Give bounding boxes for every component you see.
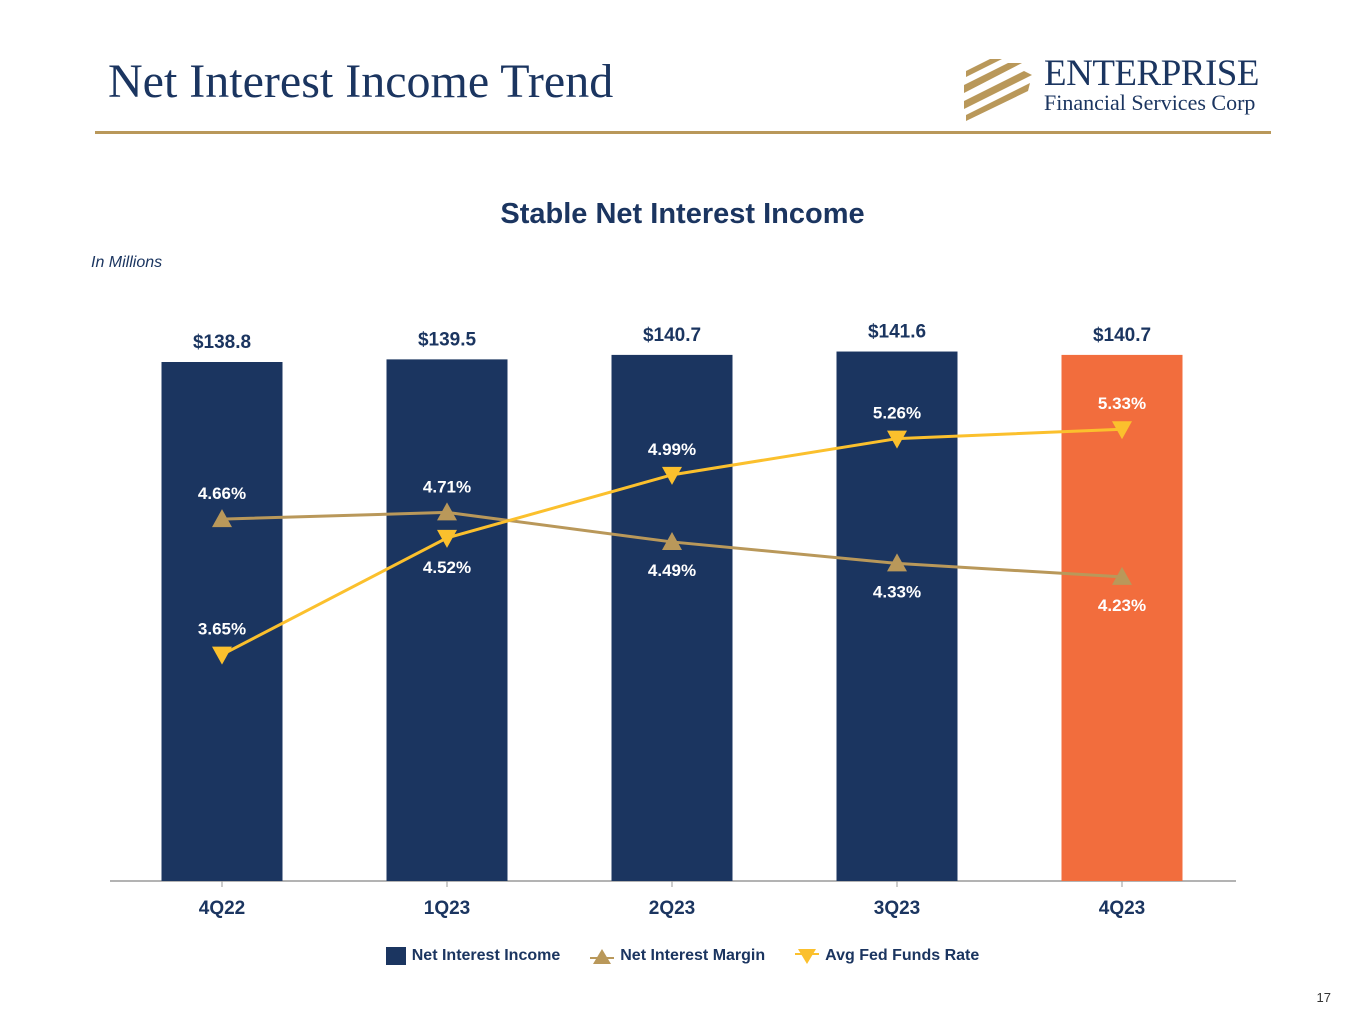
x-tick-label: 1Q23 (424, 898, 470, 919)
bar-value-label: $140.7 (1093, 325, 1151, 346)
title-divider (95, 131, 1271, 134)
bar-1Q23 (386, 359, 508, 881)
avg-fed-funds-rate-marker (437, 529, 457, 548)
nim-data-label: 4.71% (423, 477, 471, 496)
fed-funds-data-label: 4.52% (423, 558, 471, 577)
legend-item-net-interest-margin: Net Interest Margin (590, 946, 765, 966)
triangle-down-icon (795, 949, 820, 964)
bar-4Q23 (1061, 354, 1183, 882)
bar-value-label: $139.5 (418, 329, 477, 350)
chart-legend: Net Interest Income Net Interest Margin … (0, 946, 1365, 966)
page-number: 17 (1316, 990, 1331, 1005)
avg-fed-funds-rate-marker (887, 430, 907, 449)
x-tick-label: 3Q23 (874, 898, 920, 919)
legend-item-net-interest-income: Net Interest Income (385, 947, 561, 965)
avg-fed-funds-rate-marker (1112, 421, 1132, 440)
company-logo: ENTERPRISE Financial Services Corp (962, 55, 1274, 125)
net-interest-margin-marker (1112, 566, 1132, 585)
bar-4Q22 (161, 362, 283, 881)
bar-value-label: $141.6 (868, 322, 926, 343)
fed-funds-data-label: 5.26% (873, 404, 921, 423)
chart-title: Stable Net Interest Income (500, 198, 865, 230)
net-interest-margin-marker (662, 531, 682, 550)
net-interest-margin-marker (887, 553, 907, 572)
x-tick-label: 2Q23 (649, 898, 695, 919)
logo-subtitle: Financial Services Corp (1044, 90, 1256, 115)
net-interest-margin-marker (437, 502, 457, 521)
legend-label-net-interest-income: Net Interest Income (411, 947, 561, 964)
fed-funds-data-label: 5.33% (1098, 394, 1146, 413)
units-note: In Millions (91, 254, 163, 271)
triangle-up-icon (590, 949, 615, 964)
avg-fed-funds-rate-marker (212, 646, 232, 665)
legend-item-avg-fed-funds-rate: Avg Fed Funds Rate (795, 946, 979, 966)
x-tick-label: 4Q23 (1099, 898, 1145, 919)
nim-data-label: 4.49% (648, 561, 696, 580)
legend-swatch-bar (385, 947, 406, 965)
nim-data-label: 4.23% (1098, 596, 1146, 615)
legend-label-net-interest-margin: Net Interest Margin (620, 947, 766, 964)
bar-value-label: $138.8 (193, 332, 251, 353)
fed-funds-data-label: 3.65% (198, 620, 246, 639)
slide-title: Net Interest Income Trend (108, 55, 614, 108)
avg-fed-funds-rate-marker (662, 466, 682, 485)
nim-data-label: 4.33% (873, 582, 921, 601)
x-tick-label: 4Q22 (199, 898, 245, 919)
logo-emblem-icon (964, 59, 1032, 121)
fed-funds-data-label: 4.99% (648, 440, 696, 459)
bar-2Q23 (611, 354, 733, 882)
combo-chart: $138.8 4Q22 $139.5 1Q23 $140.7 2Q23 $141.6 3Q23… (110, 322, 1236, 919)
bar-value-label: $140.7 (643, 325, 701, 346)
logo-name: ENTERPRISE (1044, 53, 1259, 94)
legend-label-avg-fed-funds-rate: Avg Fed Funds Rate (825, 947, 980, 964)
net-interest-margin-marker (212, 509, 232, 528)
nim-data-label: 4.66% (198, 484, 246, 503)
